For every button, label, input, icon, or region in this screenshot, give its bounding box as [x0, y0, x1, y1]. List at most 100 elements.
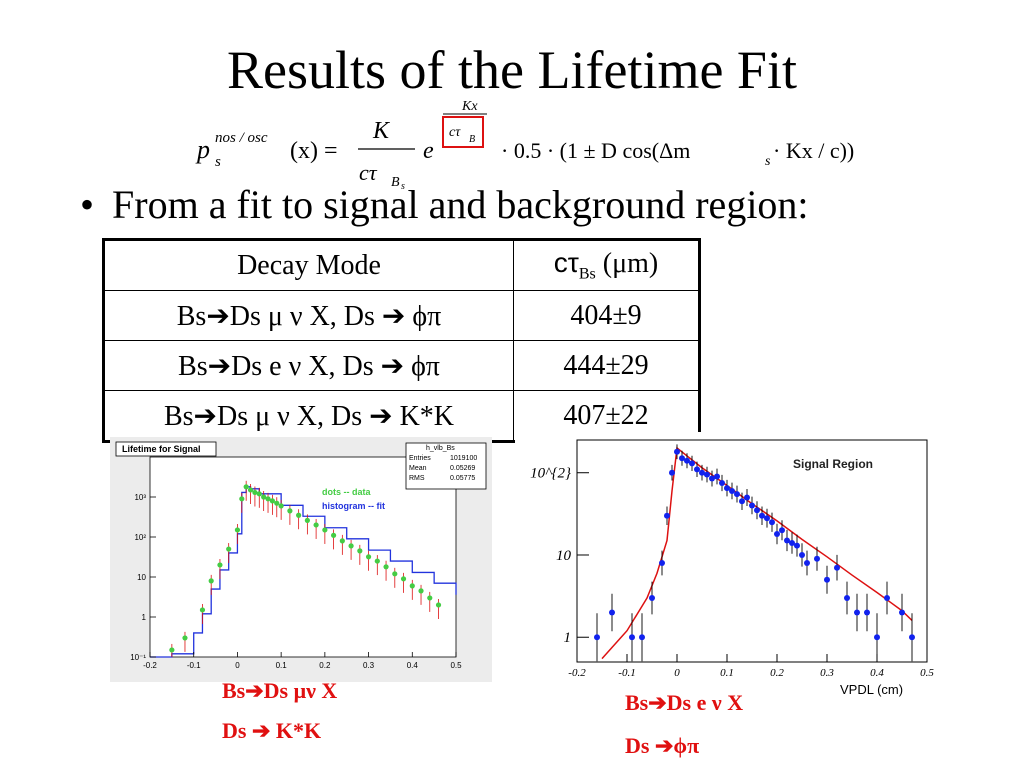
left-data-point	[418, 588, 424, 594]
formula-lhs-sub: s	[215, 154, 221, 170]
left-data-point	[313, 522, 319, 528]
right-data-point	[674, 448, 680, 455]
left-data-point	[269, 498, 275, 504]
left-y-tick-label: 10⁻¹	[130, 653, 146, 662]
left-data-point	[374, 558, 380, 564]
left-data-point	[226, 546, 232, 552]
highlight-box	[442, 116, 484, 148]
left-data-point	[247, 487, 254, 493]
right-data-point	[739, 498, 745, 505]
left-chart-title: Lifetime for Signal	[122, 444, 201, 454]
left-data-point	[304, 517, 310, 524]
left-data-point	[169, 647, 175, 653]
left-data-point	[383, 564, 389, 570]
right-data-point	[874, 634, 880, 641]
right-data-point	[909, 634, 915, 641]
left-data-point	[182, 635, 188, 641]
left-x-tick-label: -0.1	[187, 661, 201, 670]
bullet-dot-icon: •	[80, 182, 95, 227]
right-data-point	[854, 609, 860, 616]
left-data-point	[365, 554, 372, 560]
right-x-tick-label: 0.1	[720, 667, 734, 679]
right-data-point	[694, 466, 700, 473]
right-x-label: VPDL (cm)	[840, 682, 903, 697]
right-y-tick-label: 1	[564, 630, 572, 646]
caption-left-line1: Bs➔Ds μν X	[222, 678, 338, 703]
formula-lhs-sup: nos / osc	[215, 130, 268, 146]
formula-exp-num: Kx	[461, 100, 478, 114]
table-cell-value: 404±9	[513, 290, 700, 341]
left-data-point	[208, 578, 214, 584]
table-row: Bs➔Ds e ν X, Ds ➔ ϕπ 444±29	[103, 340, 700, 391]
right-data-point	[594, 634, 600, 641]
right-data-point	[729, 487, 735, 494]
table-cell-mode: Bs➔Ds e ν X, Ds ➔ ϕπ	[103, 340, 514, 391]
left-plot-frame	[149, 456, 457, 658]
right-x-tick-label: 0.4	[870, 667, 884, 679]
right-data-point	[749, 502, 755, 509]
right-y-tick-label: 10^{2}	[530, 466, 571, 482]
right-data-point	[639, 634, 645, 641]
right-data-point	[719, 480, 725, 487]
left-data-point	[322, 527, 328, 533]
left-x-tick-label: 0.2	[319, 661, 331, 670]
right-data-point	[814, 555, 820, 562]
right-data-point	[759, 512, 765, 519]
left-data-point	[339, 538, 345, 544]
left-data-point	[256, 491, 262, 497]
formula-frac-den-sub: B	[391, 175, 400, 190]
left-x-tick-label: 0.4	[407, 661, 419, 670]
bullet-point: • From a fit to signal and background reg…	[80, 180, 809, 230]
left-data-point	[274, 500, 280, 506]
right-data-point	[709, 475, 715, 482]
left-data-point	[234, 527, 241, 533]
formula-rest: · 0.5 · (1 ± D cos(Δm	[501, 138, 690, 163]
left-data-point	[400, 576, 407, 582]
right-data-point	[699, 469, 705, 476]
left-x-tick-label: -0.2	[143, 661, 157, 670]
right-data-point	[724, 485, 730, 492]
right-data-point	[799, 551, 805, 558]
left-data-point	[435, 602, 442, 608]
left-data-point	[409, 583, 415, 589]
right-data-point	[744, 494, 750, 501]
right-data-point	[779, 527, 785, 534]
table-cell-mode: Bs➔Ds μ ν X, Ds ➔ K*K	[103, 390, 514, 442]
header-ctau: cτ	[553, 247, 579, 279]
formula-frac-den: cτ	[359, 160, 378, 185]
left-data-point	[243, 484, 249, 490]
left-data-point	[348, 543, 354, 549]
right-x-tick-label: 0.5	[920, 667, 934, 679]
left-data-point	[199, 607, 206, 613]
right-data-point	[714, 473, 720, 480]
right-data-point	[684, 457, 690, 464]
legend-data: dots -- data	[322, 487, 371, 497]
left-x-tick-label: 0.1	[276, 661, 288, 670]
right-data-point	[754, 507, 760, 514]
right-chart-title: Signal Region	[793, 457, 873, 471]
right-data-point	[764, 515, 770, 522]
left-x-tick-label: 0.5	[450, 661, 462, 670]
table-header-row: Decay Mode cτBs (μm)	[103, 239, 700, 291]
caption-right-line1: Bs➔Ds e ν X	[625, 690, 744, 715]
right-x-tick-label: 0.3	[820, 667, 834, 679]
left-data-point	[427, 595, 433, 601]
table-cell-mode: Bs➔Ds μ ν X, Ds ➔ ϕπ	[103, 290, 514, 341]
right-data-point	[664, 512, 670, 519]
table-row: Bs➔Ds μ ν X, Ds ➔ ϕπ 404±9	[103, 290, 700, 341]
formula-rest-end: · Kx / c))	[773, 138, 854, 163]
formula-frac-den-subsub: s	[401, 181, 405, 190]
right-data-point	[629, 634, 635, 641]
legend-fit: histogram -- fit	[322, 501, 385, 511]
left-x-tick-label: 0	[235, 661, 240, 670]
right-y-tick-label: 10	[556, 548, 572, 564]
right-data-point	[659, 559, 665, 566]
right-data-point	[689, 460, 695, 467]
formula-exp-den: cτ	[449, 125, 461, 140]
left-data-point	[239, 496, 245, 502]
right-x-tick-label: -0.2	[568, 667, 586, 679]
right-data-point	[864, 609, 870, 616]
stats-mean: 0.05269	[450, 465, 475, 472]
formula-frac-num: K	[372, 118, 391, 144]
right-data-point	[844, 594, 850, 601]
